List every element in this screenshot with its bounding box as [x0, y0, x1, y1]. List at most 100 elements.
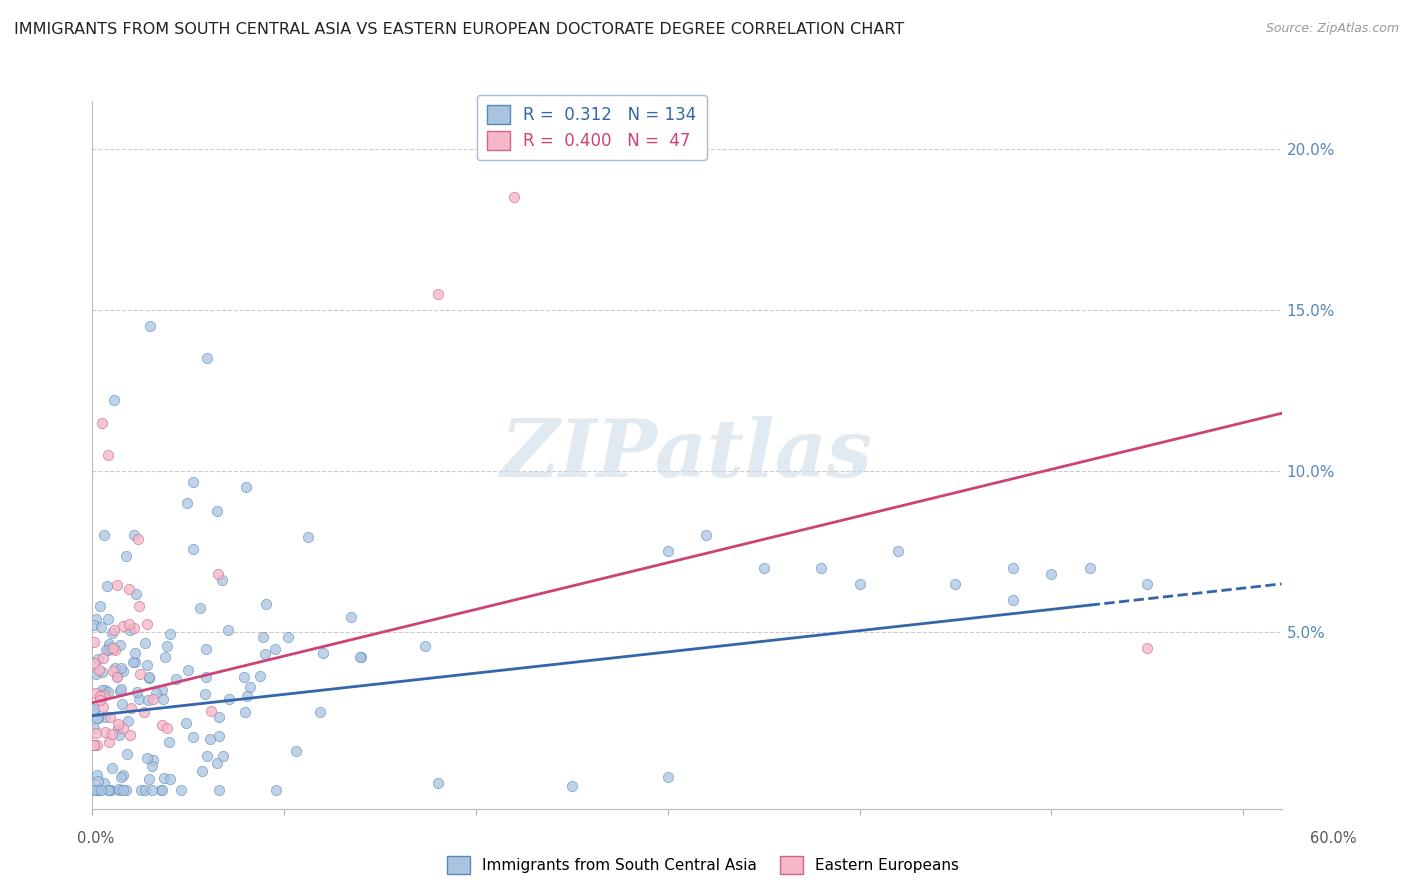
Point — [153, 771, 176, 785]
Point — [239, 681, 262, 695]
Point — [107, 728, 129, 742]
Point — [138, 772, 160, 786]
Point — [197, 351, 219, 366]
Point — [142, 691, 165, 706]
Point — [205, 756, 228, 771]
Point — [135, 657, 157, 672]
Point — [118, 728, 141, 742]
Point — [83, 738, 105, 752]
Point — [150, 782, 173, 797]
Point — [200, 704, 222, 718]
Point — [249, 668, 271, 682]
Point — [83, 738, 105, 752]
Point — [309, 705, 332, 719]
Point — [101, 626, 124, 640]
Text: ZIPatlas: ZIPatlas — [501, 416, 873, 493]
Point — [83, 738, 105, 752]
Point — [212, 748, 235, 763]
Point — [118, 617, 141, 632]
Point — [97, 782, 120, 797]
Point — [1136, 576, 1159, 591]
Point — [103, 643, 125, 657]
Point — [183, 541, 205, 556]
Point — [84, 686, 107, 700]
Point — [153, 649, 176, 664]
Point — [138, 670, 160, 684]
Point — [145, 685, 167, 699]
Point — [117, 582, 139, 596]
Point — [848, 576, 870, 591]
Point — [117, 714, 139, 728]
Point — [208, 709, 231, 723]
Point — [695, 528, 717, 542]
Point — [125, 587, 148, 601]
Point — [108, 683, 131, 698]
Text: 60.0%: 60.0% — [1309, 831, 1357, 846]
Point — [129, 666, 152, 681]
Point — [350, 649, 373, 664]
Point — [94, 642, 117, 657]
Point — [98, 709, 121, 723]
Point — [84, 666, 107, 681]
Point — [150, 718, 173, 732]
Point — [87, 773, 110, 788]
Point — [200, 732, 222, 747]
Point — [217, 624, 239, 638]
Point — [97, 612, 120, 626]
Point — [211, 573, 233, 587]
Point — [121, 655, 143, 669]
Point — [97, 448, 120, 462]
Point — [134, 782, 156, 797]
Point — [112, 619, 135, 633]
Point — [103, 664, 125, 678]
Point — [264, 642, 287, 657]
Legend: R =  0.312   N = 134, R =  0.400   N =  47: R = 0.312 N = 134, R = 0.400 N = 47 — [477, 95, 707, 160]
Point — [89, 782, 111, 797]
Point — [132, 706, 155, 720]
Point — [141, 759, 163, 773]
Point — [91, 690, 114, 705]
Point — [136, 693, 159, 707]
Point — [207, 566, 229, 581]
Point — [94, 710, 117, 724]
Point — [110, 681, 132, 696]
Point — [107, 716, 129, 731]
Point — [105, 669, 128, 683]
Point — [84, 725, 107, 739]
Point — [94, 724, 117, 739]
Point — [117, 747, 139, 761]
Point — [426, 776, 449, 790]
Point — [89, 689, 111, 703]
Point — [87, 663, 110, 677]
Point — [135, 617, 157, 632]
Point — [86, 782, 108, 797]
Point — [86, 768, 108, 782]
Point — [93, 527, 115, 541]
Point — [218, 692, 240, 706]
Point — [89, 692, 111, 706]
Point — [91, 683, 114, 698]
Point — [120, 624, 142, 638]
Point — [107, 782, 129, 797]
Point — [945, 576, 967, 591]
Point — [101, 761, 124, 775]
Point — [115, 549, 138, 563]
Point — [138, 671, 160, 685]
Point — [112, 664, 135, 678]
Point — [159, 772, 181, 786]
Point — [86, 711, 108, 725]
Point — [110, 770, 132, 784]
Point — [165, 672, 187, 686]
Point — [170, 782, 193, 797]
Point — [97, 643, 120, 657]
Point — [176, 715, 198, 730]
Text: IMMIGRANTS FROM SOUTH CENTRAL ASIA VS EASTERN EUROPEAN DOCTORATE DEGREE CORRELAT: IMMIGRANTS FROM SOUTH CENTRAL ASIA VS EA… — [14, 22, 904, 37]
Point — [207, 504, 229, 518]
Point — [125, 685, 148, 699]
Point — [235, 690, 257, 704]
Point — [87, 711, 110, 725]
Point — [312, 646, 335, 660]
Point — [176, 496, 198, 510]
Point — [657, 544, 679, 558]
Point — [657, 770, 679, 784]
